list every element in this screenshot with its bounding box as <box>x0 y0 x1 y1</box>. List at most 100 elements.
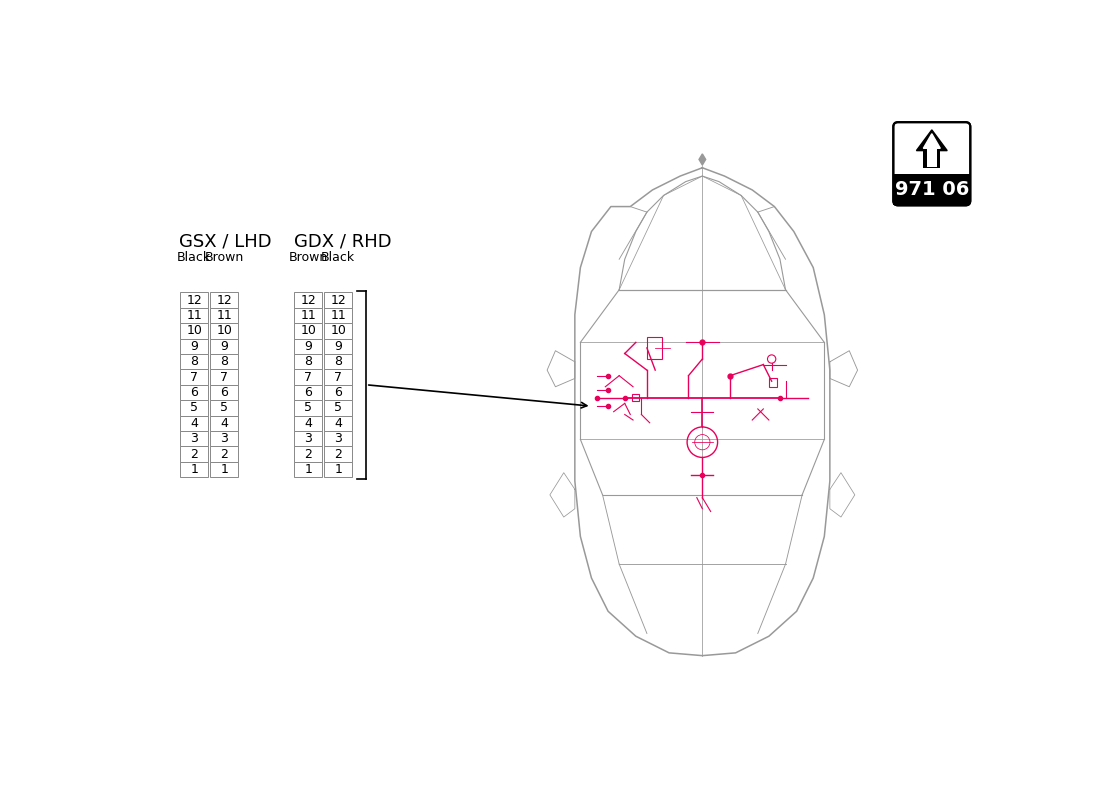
Text: 10: 10 <box>217 324 232 338</box>
Bar <box>210 400 238 415</box>
Text: 4: 4 <box>334 417 342 430</box>
Text: 1: 1 <box>305 463 312 476</box>
Bar <box>180 385 208 400</box>
Bar <box>210 338 238 354</box>
Bar <box>324 431 352 446</box>
Bar <box>769 378 778 386</box>
Bar <box>295 323 322 338</box>
Text: 4: 4 <box>305 417 312 430</box>
Polygon shape <box>916 130 947 150</box>
Text: 4: 4 <box>190 417 198 430</box>
Text: 8: 8 <box>220 355 228 368</box>
Bar <box>210 354 238 370</box>
Text: 9: 9 <box>305 340 312 353</box>
Text: 5: 5 <box>190 402 198 414</box>
Bar <box>324 446 352 462</box>
Bar <box>210 323 238 338</box>
Polygon shape <box>698 154 706 165</box>
Bar <box>324 354 352 370</box>
Text: 6: 6 <box>305 386 312 399</box>
Text: 9: 9 <box>190 340 198 353</box>
Text: 8: 8 <box>334 355 342 368</box>
Text: 8: 8 <box>304 355 312 368</box>
Bar <box>180 462 208 477</box>
Text: 10: 10 <box>300 324 316 338</box>
Text: 971 06: 971 06 <box>894 180 969 199</box>
Bar <box>324 338 352 354</box>
Text: 1: 1 <box>190 463 198 476</box>
Text: 5: 5 <box>304 402 312 414</box>
Bar <box>295 292 322 308</box>
Bar <box>647 337 662 359</box>
Bar <box>295 400 322 415</box>
Bar <box>893 174 970 206</box>
Text: 5: 5 <box>220 402 228 414</box>
Bar <box>923 147 940 167</box>
Bar <box>324 323 352 338</box>
Bar <box>180 308 208 323</box>
Text: 9: 9 <box>334 340 342 353</box>
Bar <box>324 292 352 308</box>
Bar <box>180 431 208 446</box>
Bar <box>324 462 352 477</box>
Bar <box>180 354 208 370</box>
Text: 10: 10 <box>330 324 346 338</box>
Text: 5: 5 <box>334 402 342 414</box>
Text: 7: 7 <box>334 370 342 383</box>
FancyBboxPatch shape <box>893 122 970 206</box>
Text: 7: 7 <box>304 370 312 383</box>
Text: 11: 11 <box>186 309 202 322</box>
Text: 1: 1 <box>220 463 228 476</box>
Text: 12: 12 <box>300 294 316 306</box>
Text: 12: 12 <box>330 294 346 306</box>
Text: 1: 1 <box>334 463 342 476</box>
Text: Black: Black <box>177 251 211 264</box>
Bar <box>180 370 208 385</box>
Bar <box>295 462 322 477</box>
Bar <box>210 462 238 477</box>
Bar <box>210 446 238 462</box>
Bar <box>295 354 322 370</box>
Bar <box>295 415 322 431</box>
Bar <box>295 370 322 385</box>
Bar <box>180 323 208 338</box>
Text: 9: 9 <box>220 340 228 353</box>
Bar <box>210 308 238 323</box>
Text: 4: 4 <box>220 417 228 430</box>
Bar <box>324 415 352 431</box>
Text: 2: 2 <box>220 447 228 461</box>
Text: 7: 7 <box>190 370 198 383</box>
Text: 11: 11 <box>217 309 232 322</box>
Bar <box>210 385 238 400</box>
Text: 6: 6 <box>220 386 228 399</box>
Bar <box>210 292 238 308</box>
Bar <box>210 370 238 385</box>
Bar <box>295 338 322 354</box>
Text: 11: 11 <box>300 309 316 322</box>
Text: GSX / LHD: GSX / LHD <box>178 232 272 250</box>
Text: 6: 6 <box>334 386 342 399</box>
Text: Black: Black <box>321 251 355 264</box>
Bar <box>295 385 322 400</box>
Text: 3: 3 <box>305 432 312 445</box>
Bar <box>632 394 639 402</box>
Text: 7: 7 <box>220 370 228 383</box>
Bar <box>180 338 208 354</box>
Bar <box>324 385 352 400</box>
Polygon shape <box>923 134 940 148</box>
Bar <box>180 446 208 462</box>
Text: Brown: Brown <box>205 251 244 264</box>
Text: 2: 2 <box>190 447 198 461</box>
Bar <box>180 292 208 308</box>
Bar <box>926 149 937 167</box>
Text: 11: 11 <box>330 309 346 322</box>
Text: 3: 3 <box>334 432 342 445</box>
Bar <box>295 308 322 323</box>
Bar <box>324 308 352 323</box>
Text: 2: 2 <box>334 447 342 461</box>
Text: Brown: Brown <box>288 251 328 264</box>
Text: 3: 3 <box>220 432 228 445</box>
Bar <box>324 370 352 385</box>
Text: 3: 3 <box>190 432 198 445</box>
Bar <box>180 415 208 431</box>
